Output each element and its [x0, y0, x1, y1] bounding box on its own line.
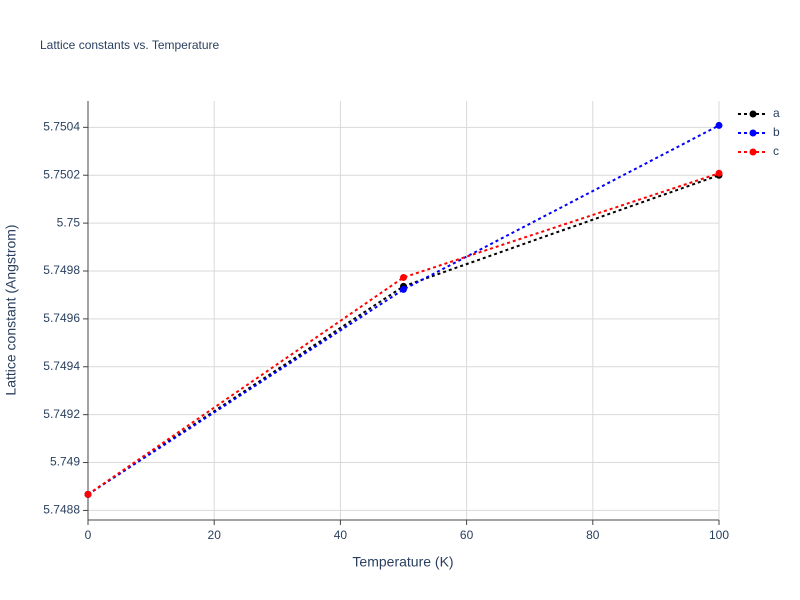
y-tick-label: 5.7504 [43, 120, 80, 134]
y-tick-label: 5.749 [50, 455, 80, 469]
x-tick-label: 80 [586, 528, 600, 542]
x-tick-label: 40 [334, 528, 348, 542]
y-axis-title: Lattice constant (Angstrom) [3, 224, 19, 395]
y-tick-label: 5.7498 [43, 263, 80, 277]
y-tick-label: 5.7496 [43, 311, 80, 325]
y-tick-label: 5.7492 [43, 407, 80, 421]
legend-marker [749, 110, 757, 118]
x-axis-title: Temperature (K) [352, 554, 453, 570]
data-point [715, 121, 723, 129]
y-tick-label: 5.7494 [43, 359, 80, 373]
legend-marker [749, 148, 757, 156]
legend-marker [749, 129, 757, 137]
data-point [400, 285, 407, 293]
data-point [84, 490, 92, 498]
data-point [715, 169, 723, 177]
legend-label: c [773, 144, 779, 158]
x-tick-label: 0 [85, 528, 92, 542]
series-line [87, 172, 720, 496]
chart-title: Lattice constants vs. Temperature [40, 38, 220, 52]
series-line [87, 174, 720, 496]
data-point [400, 273, 407, 281]
x-tick-label: 60 [460, 528, 474, 542]
y-tick-label: 5.7488 [43, 503, 80, 517]
legend-label: a [773, 106, 780, 120]
y-tick-label: 5.75 [57, 215, 81, 229]
x-tick-label: 100 [709, 528, 729, 542]
legend-label: b [773, 125, 780, 139]
series-line [87, 124, 720, 496]
y-tick-label: 5.7502 [43, 167, 80, 181]
x-tick-label: 20 [208, 528, 222, 542]
